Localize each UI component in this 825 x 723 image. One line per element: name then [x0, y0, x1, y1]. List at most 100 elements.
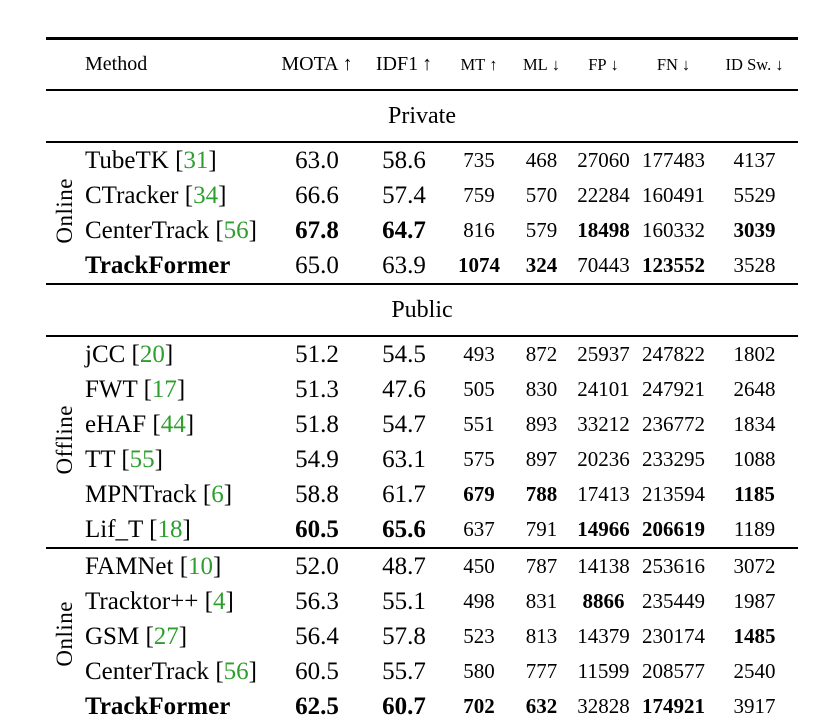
cell-mt: 580 — [463, 659, 495, 683]
cite-bracket-close: ] — [178, 622, 188, 650]
method-name: CenterTrack — [85, 657, 210, 685]
cell-idf1: 65.6 — [362, 512, 446, 549]
results-table: Method MOTA ↑ IDF1 ↑ MT ↑ ML ↓ FP ↓ FN ↓ ID Sw. ↓ Priv… — [46, 37, 798, 723]
up-arrow-icon: ↑ — [489, 54, 498, 74]
group-column-spacer — [46, 38, 82, 91]
method-name: MPNTrack — [85, 480, 197, 508]
cell-ml: 791 — [512, 512, 571, 549]
group-label: Online — [51, 601, 77, 667]
cell-id-sw: 1088 — [733, 447, 776, 471]
cell-fp: 24101 — [577, 377, 630, 401]
method-name: FWT — [85, 375, 138, 403]
cell-idf1: 63.1 — [382, 445, 426, 473]
method-cell: CTracker [34] — [82, 178, 272, 213]
cite-bracket-open: [ — [125, 340, 140, 368]
cell-mt: 637 — [446, 512, 512, 549]
citation-link[interactable]: 34 — [193, 181, 219, 209]
cell-mota: 56.3 — [295, 587, 339, 615]
cell-ml: 579 — [525, 218, 558, 242]
method-cell: MPNTrack [6] — [82, 477, 272, 512]
cell-mt: 702 — [446, 689, 512, 723]
cell-idf1: 63.9 — [362, 248, 446, 285]
table-row-tubetk: Online TubeTK [31] 63.0 58.6 735 468 27060 1774… — [46, 142, 798, 285]
cite-bracket-close: ] — [213, 552, 222, 580]
group-label-cell: Online — [46, 548, 82, 723]
citation-link[interactable]: 55 — [129, 445, 155, 473]
cell-id-sw: 2648 — [733, 377, 776, 401]
citation-link[interactable]: 56 — [223, 216, 249, 244]
cell-idf1: 57.8 — [382, 622, 426, 650]
cell-fn: 123552 — [636, 248, 711, 285]
method-cell: GSM [27] — [82, 619, 272, 654]
cell-idf1: 54.7 — [382, 410, 426, 438]
cell-id-sw: 2540 — [733, 659, 776, 683]
column-label-id-sw: ID Sw. — [725, 54, 772, 74]
cell-mota: 56.4 — [295, 622, 339, 650]
column-label-fn: FN — [656, 54, 678, 74]
down-arrow-icon: ↓ — [551, 54, 560, 74]
citation-link[interactable]: 17 — [151, 375, 177, 403]
cell-fp: 8866 — [582, 589, 625, 613]
cell-fp: 22284 — [577, 183, 630, 207]
table-row-ctracker: CTracker [34] 66.6 57.4 759 570 22284 160491 55… — [46, 178, 798, 213]
cell-fn: 230174 — [642, 624, 705, 648]
citation-link[interactable]: 20 — [139, 340, 165, 368]
cell-idf1: 55.7 — [382, 657, 426, 685]
cite-bracket-close: ] — [176, 375, 186, 403]
citation-link[interactable]: 18 — [157, 515, 183, 543]
column-header-mota: MOTA ↑ — [272, 38, 362, 91]
cell-fp: 14138 — [577, 554, 630, 578]
method-name: TT — [85, 445, 116, 473]
cell-fn: 206619 — [636, 512, 711, 549]
cell-mota: 54.9 — [295, 445, 339, 473]
cite-bracket-close: ] — [164, 340, 174, 368]
section-title: Public — [46, 283, 798, 337]
cite-bracket-open: [ — [139, 622, 154, 650]
table-row-trackformer: TrackFormer 62.5 60.7 702 632 32828 174921 3917 — [46, 689, 798, 723]
cell-fn: 174921 — [636, 689, 711, 723]
down-arrow-icon: ↓ — [775, 54, 784, 74]
cell-mt: 679 — [463, 482, 495, 506]
cell-ml: 788 — [525, 482, 558, 506]
cell-mota: 52.0 — [295, 552, 339, 580]
citation-link[interactable]: 56 — [223, 657, 249, 685]
cite-bracket-close: ] — [248, 216, 257, 244]
cell-mt: 759 — [463, 183, 495, 207]
cell-ml: 632 — [512, 689, 571, 723]
cell-mt: 523 — [463, 624, 495, 648]
column-label-fp: FP — [588, 54, 607, 74]
cell-ml: 570 — [525, 183, 558, 207]
column-header-idf1: IDF1 ↑ — [362, 38, 446, 91]
cell-idf1: 61.7 — [382, 480, 426, 508]
column-label-idf1: IDF1 — [375, 53, 419, 75]
cell-id-sw: 3039 — [733, 218, 776, 242]
cell-idf1: 58.6 — [382, 146, 426, 174]
method-cell: Lif_T [18] — [82, 512, 272, 549]
cell-mota: 51.8 — [295, 410, 339, 438]
cell-fp: 14379 — [577, 624, 630, 648]
citation-link[interactable]: 4 — [212, 587, 226, 615]
cite-bracket-close: ] — [225, 587, 234, 615]
table-row-gsm: GSM [27] 56.4 57.8 523 813 14379 230174 1485 — [46, 619, 798, 654]
cell-mt: 575 — [463, 447, 495, 471]
column-header-fn: FN ↓ — [636, 38, 711, 91]
section-row-public: Public — [46, 283, 798, 337]
citation-link[interactable]: 44 — [160, 410, 186, 438]
method-cell: TubeTK [31] — [82, 142, 272, 178]
citation-link[interactable]: 31 — [183, 146, 209, 174]
citation-link[interactable]: 6 — [211, 480, 224, 508]
cell-id-sw: 1987 — [733, 589, 776, 613]
cite-bracket-open: [ — [196, 480, 212, 508]
citation-link[interactable]: 27 — [153, 622, 179, 650]
table-row-famnet: Online FAMNet [10] 52.0 48.7 450 787 14138 2536… — [46, 548, 798, 723]
method-name: CTracker — [85, 181, 179, 209]
cite-bracket-close: ] — [185, 410, 195, 438]
cite-bracket-close: ] — [248, 657, 257, 685]
table-row-ehaf: eHAF [44] 51.8 54.7 551 893 33212 236772 1834 — [46, 407, 798, 442]
cell-mt: 505 — [463, 377, 495, 401]
citation-link[interactable]: 10 — [188, 552, 214, 580]
method-name: TrackFormer — [85, 251, 231, 279]
column-header-fp: FP ↓ — [571, 38, 636, 91]
cell-mt: 493 — [463, 342, 495, 366]
method-cell: eHAF [44] — [82, 407, 272, 442]
